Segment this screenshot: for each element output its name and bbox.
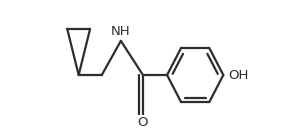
Text: OH: OH bbox=[228, 69, 249, 81]
Text: O: O bbox=[138, 116, 148, 129]
Text: NH: NH bbox=[111, 25, 131, 38]
